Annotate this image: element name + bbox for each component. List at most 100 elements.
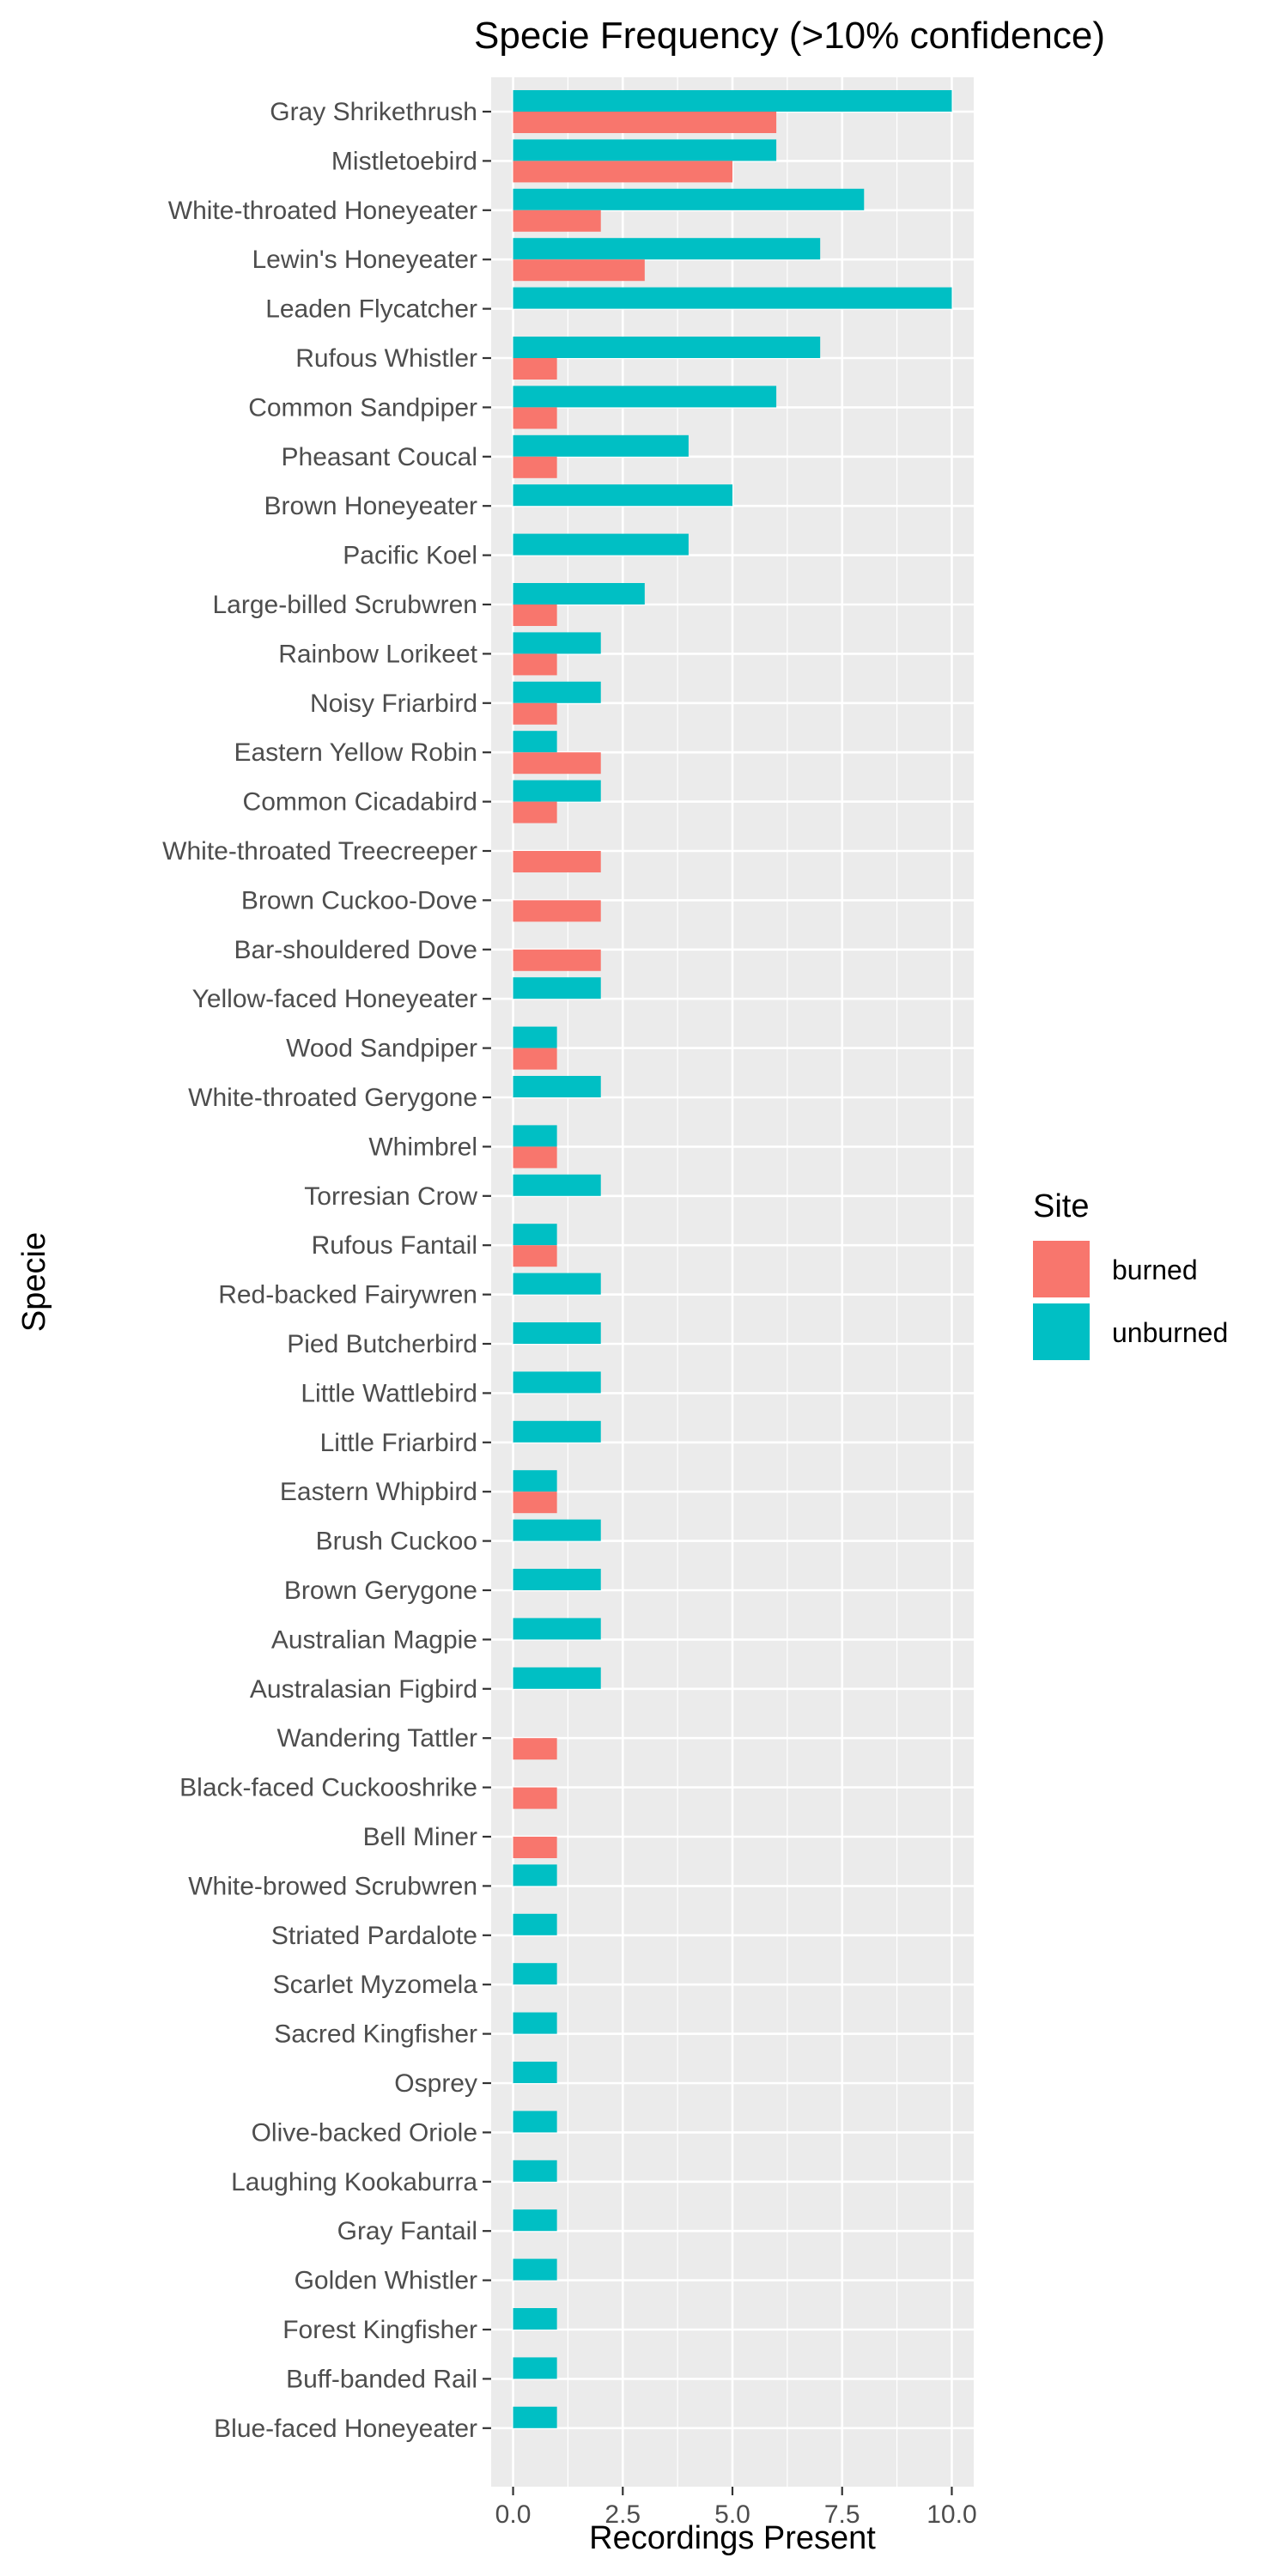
bar-unburned — [513, 337, 821, 358]
y-tick-label: Pied Butcherbird — [287, 1330, 477, 1358]
bar-unburned — [513, 2209, 557, 2232]
bar-unburned — [513, 2258, 557, 2281]
bar-unburned — [513, 2111, 557, 2133]
bar-unburned — [513, 1026, 557, 1048]
bar-burned — [513, 900, 601, 922]
y-tick-label: Gray Fantail — [337, 2217, 477, 2245]
bar-burned — [513, 1245, 557, 1267]
x-tick-label: 0.0 — [495, 2500, 532, 2529]
y-tick-label: Brown Gerygone — [284, 1577, 477, 1605]
bar-burned — [513, 1146, 557, 1169]
bar-unburned — [513, 1125, 557, 1147]
y-tick-label: Common Sandpiper — [248, 393, 477, 422]
bar-burned — [513, 1492, 557, 1514]
bar-unburned — [513, 90, 952, 112]
plot-bars — [513, 90, 952, 2428]
bar-unburned — [513, 1420, 601, 1443]
bar-burned — [513, 851, 601, 872]
bar-unburned — [513, 1076, 601, 1097]
y-tick-label: Rufous Whistler — [295, 344, 477, 373]
bar-unburned — [513, 2308, 557, 2330]
bar-burned — [513, 259, 645, 282]
bar-burned — [513, 1787, 557, 1809]
y-tick-label: Eastern Whipbird — [280, 1478, 477, 1506]
y-tick-label: Brown Cuckoo-Dove — [241, 886, 477, 914]
x-axis-title: Recordings Present — [589, 2520, 876, 2556]
bar-unburned — [513, 632, 601, 654]
bar-unburned — [513, 681, 601, 703]
bar-burned — [513, 1048, 557, 1070]
y-tick-label: Scarlet Myzomela — [273, 1971, 478, 1999]
bar-unburned — [513, 1864, 557, 1886]
y-tick-label: Gray Shrikethrush — [270, 98, 477, 126]
y-tick-label: Rufous Fantail — [312, 1231, 477, 1260]
bar-unburned — [513, 188, 865, 210]
y-axis-title: Specie — [16, 1232, 52, 1332]
bar-unburned — [513, 583, 645, 605]
bar-unburned — [513, 2357, 557, 2379]
y-tick-label: Striated Pardalote — [271, 1922, 477, 1950]
y-tick-label: White-throated Treecreeper — [162, 837, 477, 866]
chart-title: Specie Frequency (>10% confidence) — [474, 15, 1105, 57]
y-tick-label: Wood Sandpiper — [286, 1035, 477, 1063]
bar-unburned — [513, 1963, 557, 1985]
y-axis-ticks: Gray Shrikethrush Mistletoebird White-thro… — [162, 98, 491, 2443]
bar-unburned — [513, 1618, 601, 1640]
y-tick-label: Golden Whistler — [295, 2267, 477, 2295]
y-tick-label: Bell Miner — [363, 1823, 477, 1851]
bar-burned — [513, 949, 601, 971]
bar-burned — [513, 161, 732, 183]
y-tick-label: Forest Kingfisher — [283, 2316, 477, 2344]
bar-unburned — [513, 1569, 601, 1590]
bar-unburned — [513, 1913, 557, 1935]
x-tick-label: 5.0 — [714, 2500, 750, 2529]
bar-burned — [513, 653, 557, 676]
y-tick-label: Black-faced Cuckooshrike — [179, 1774, 477, 1802]
bar-unburned — [513, 434, 689, 457]
bar-burned — [513, 1738, 557, 1760]
y-tick-label: Laughing Kookaburra — [231, 2168, 477, 2196]
y-tick-label: Olive-backed Oriole — [252, 2118, 477, 2147]
legend-title: Site — [1033, 1188, 1089, 1224]
bar-unburned — [513, 780, 601, 802]
bar-burned — [513, 752, 601, 775]
y-tick-label: Large-billed Scrubwren — [213, 591, 478, 619]
bar-unburned — [513, 238, 821, 260]
y-tick-label: Mistletoebird — [331, 147, 477, 175]
bar-burned — [513, 1837, 557, 1858]
y-tick-label: Whimbrel — [368, 1133, 477, 1161]
legend: Site burned unburned — [1033, 1188, 1228, 1360]
legend-label-unburned: unburned — [1112, 1317, 1228, 1348]
x-tick-label: 10.0 — [927, 2500, 976, 2529]
bar-burned — [513, 112, 777, 133]
y-tick-label: White-throated Gerygone — [188, 1084, 477, 1112]
y-tick-label: Bar-shouldered Dove — [234, 936, 478, 964]
bar-unburned — [513, 2160, 557, 2182]
y-tick-label: Lewin's Honeyeater — [252, 246, 477, 274]
bar-burned — [513, 358, 557, 380]
y-tick-label: Osprey — [394, 2069, 477, 2098]
y-tick-label: Yellow-faced Honeyeater — [192, 985, 477, 1013]
bar-unburned — [513, 287, 952, 309]
bar-unburned — [513, 1470, 557, 1492]
bar-unburned — [513, 2062, 557, 2083]
y-tick-label: Leaden Flycatcher — [265, 295, 477, 324]
bar-unburned — [513, 2406, 557, 2428]
bar-unburned — [513, 731, 557, 753]
y-tick-label: Australasian Figbird — [250, 1675, 477, 1704]
y-tick-label: Brush Cuckoo — [316, 1528, 477, 1556]
y-tick-label: Buff-banded Rail — [286, 2365, 477, 2393]
bar-unburned — [513, 1322, 601, 1344]
x-tick-label: 7.5 — [824, 2500, 860, 2529]
bar-unburned — [513, 1273, 601, 1295]
x-tick-label: 2.5 — [605, 2500, 641, 2529]
y-tick-label: Wandering Tattler — [277, 1724, 477, 1753]
y-tick-label: Pacific Koel — [343, 542, 477, 570]
legend-key-unburned — [1033, 1303, 1090, 1360]
y-tick-label: White-throated Honeyeater — [168, 197, 477, 225]
bar-unburned — [513, 484, 732, 507]
y-tick-label: Noisy Friarbird — [310, 690, 477, 718]
bar-unburned — [513, 386, 777, 408]
y-tick-label: Rainbow Lorikeet — [278, 640, 477, 668]
